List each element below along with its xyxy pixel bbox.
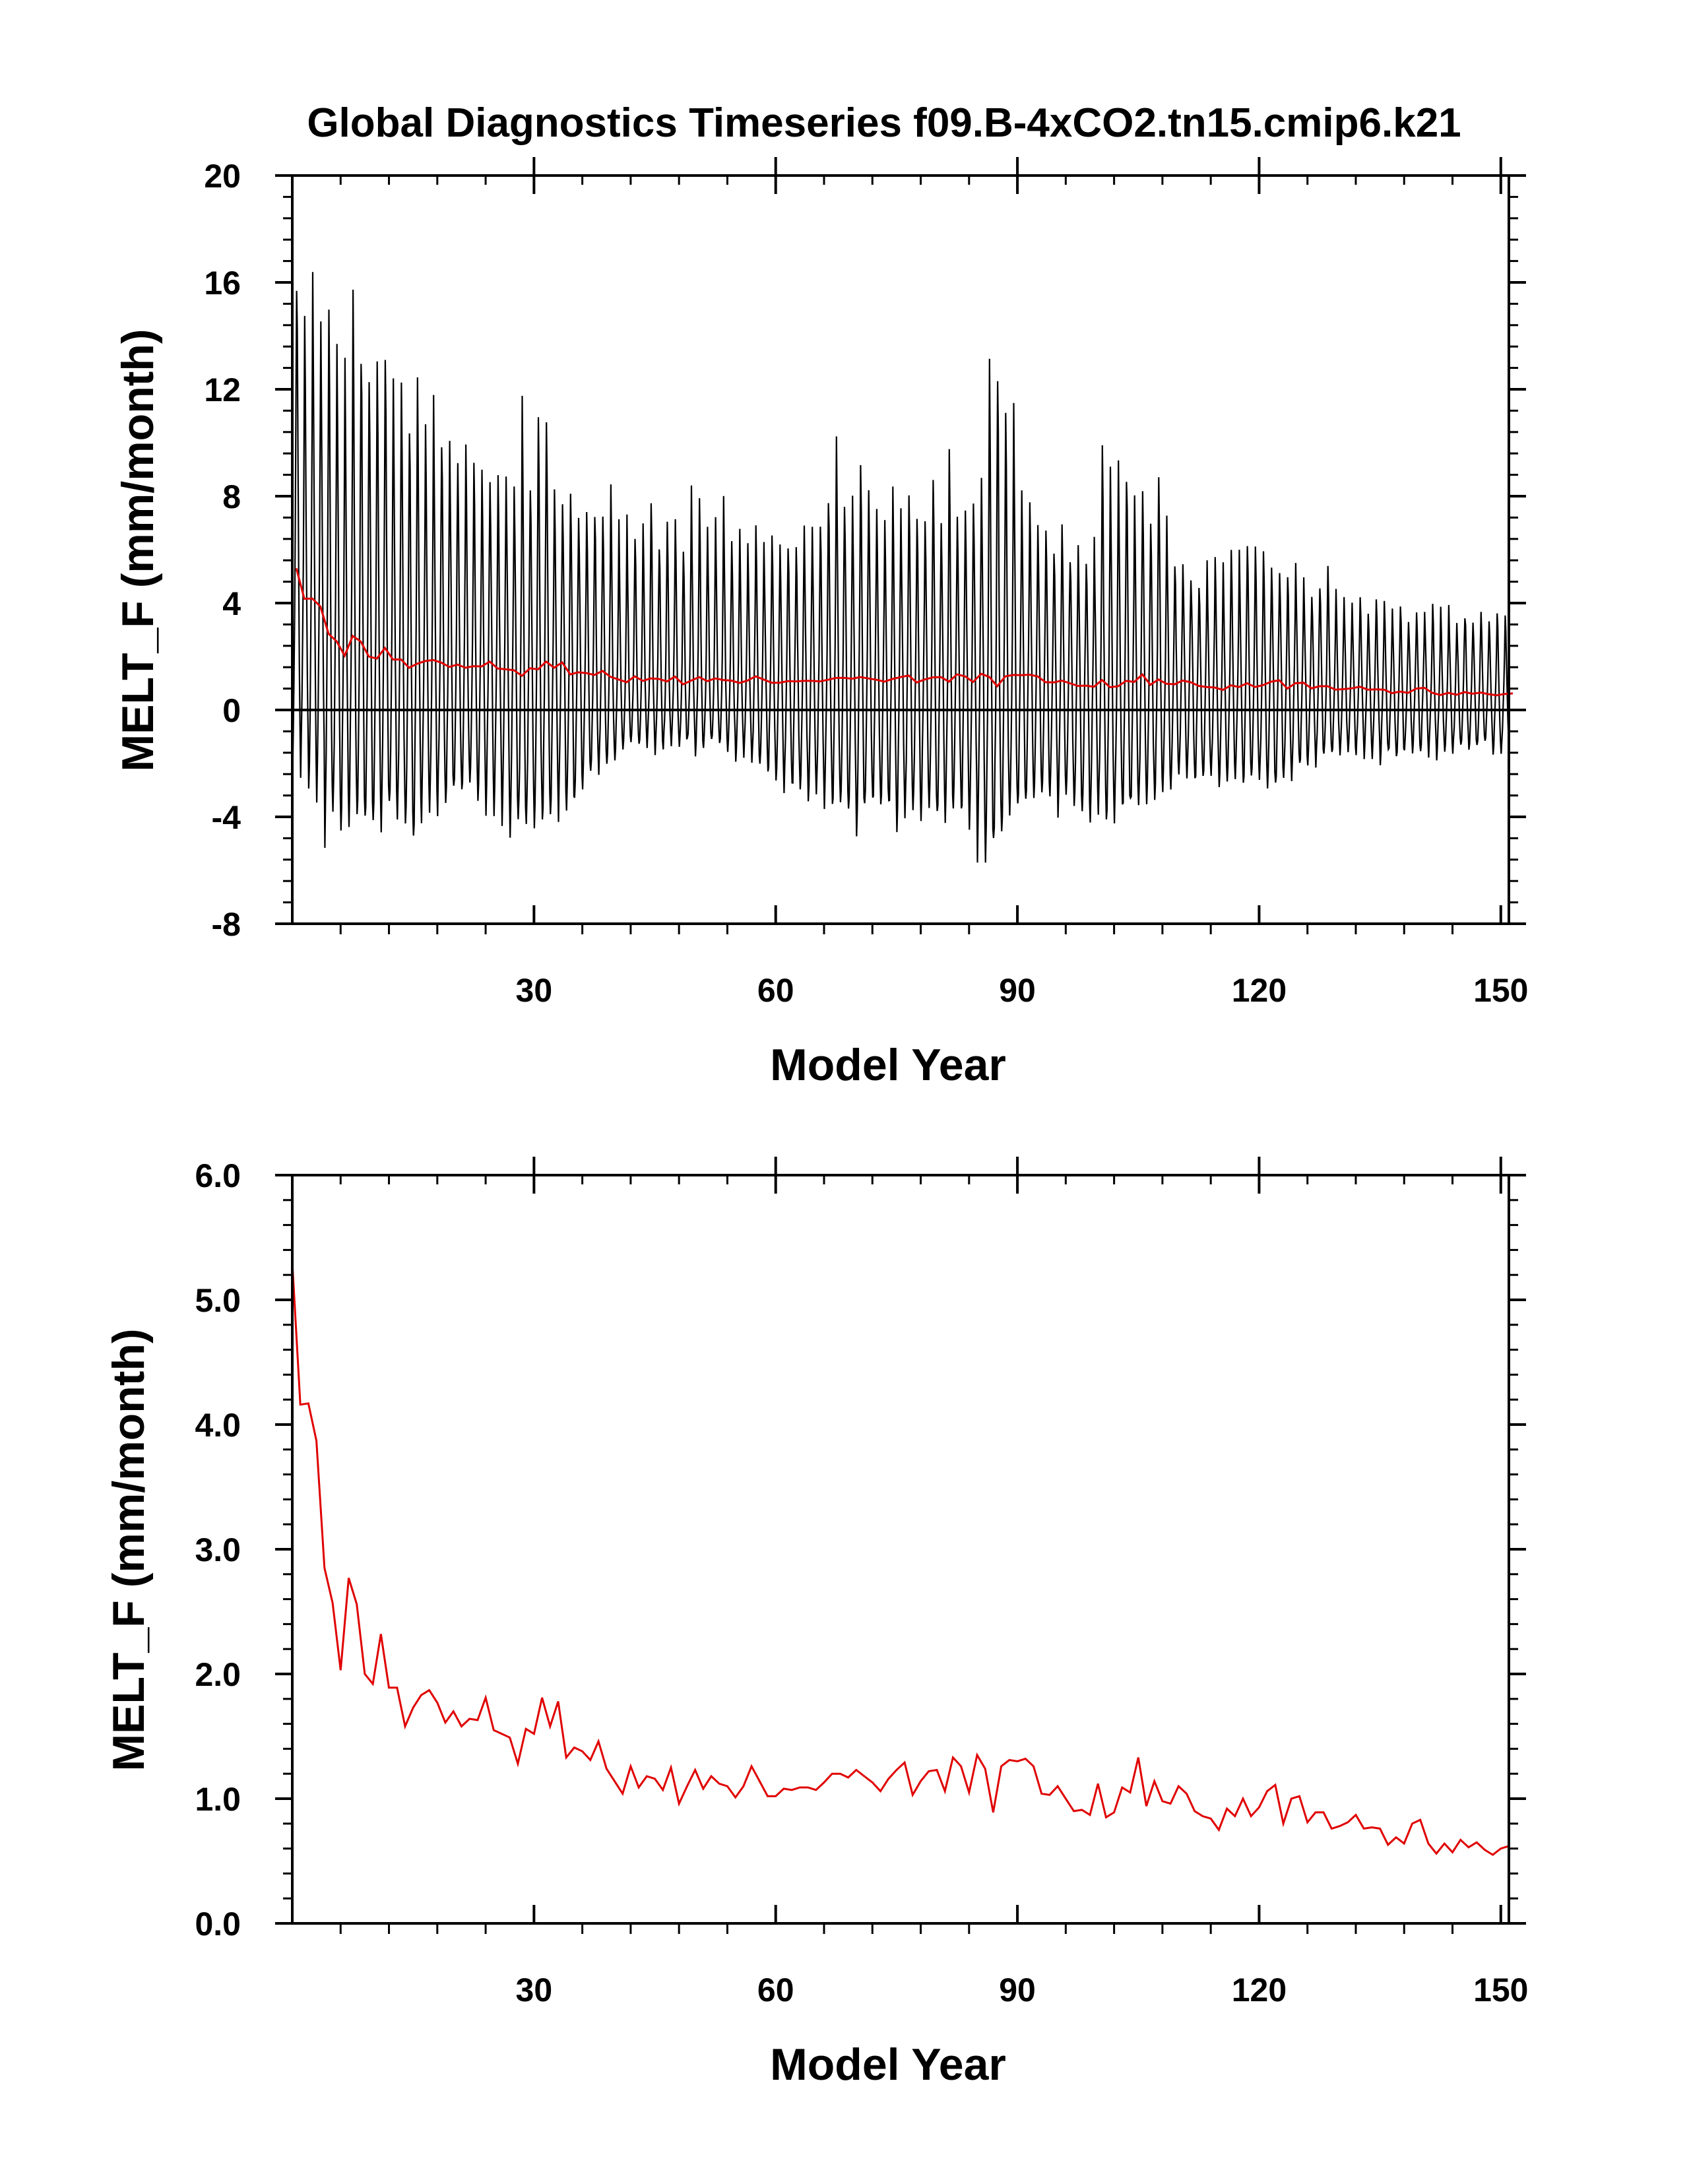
top-y-tick-label: 0 [222,692,241,729]
top-y-axis-label: MELT_F (mm/month) [113,329,163,771]
bottom-y-tick-label: 5.0 [195,1282,241,1319]
top-panel: 30 60 90 120 150 -8 -4 0 4 8 12 16 20 Model Year MEL… [113,157,1529,1090]
top-y-tick-label: 20 [204,158,241,195]
bottom-y-tick-label: 3.0 [195,1531,241,1568]
top-annual-mean-line [295,567,1514,697]
top-x-tick-label: 150 [1473,972,1528,1009]
top-y-tick-label: -8 [212,906,241,943]
top-x-tick-label: 60 [757,972,794,1009]
top-y-tick-label: -4 [212,799,241,836]
top-y-tick-label: 8 [222,478,241,515]
top-axes: 30 60 90 120 150 -8 -4 0 4 8 12 16 20 [204,157,1529,1009]
bottom-axes: 30 60 90 120 150 0.0 1.0 2.0 3.0 4.0 5.0 6.0 [195,1157,1529,2008]
top-x-axis-label: Model Year [770,1040,1006,1090]
figure-title: Global Diagnostics Timeseries f09.B-4xCO… [307,100,1461,146]
bottom-x-tick-label: 120 [1232,1972,1287,2008]
bottom-x-tick-label: 90 [999,1972,1036,2008]
bottom-x-axis-label: Model Year [770,2039,1006,2090]
top-x-tick-label: 90 [999,972,1036,1009]
bottom-x-tick-label: 60 [757,1972,794,2008]
bottom-y-tick-label: 6.0 [195,1157,241,1194]
bottom-x-tick-label: 30 [516,1972,553,2008]
top-y-tick-label: 12 [204,371,241,408]
top-monthly-series-line [292,272,1510,863]
top-plot-frame [291,174,1510,925]
top-x-tick-label: 30 [516,972,553,1009]
top-y-tick-label: 16 [204,265,241,302]
bottom-y-tick-label: 1.0 [195,1781,241,1818]
bottom-y-tick-label: 4.0 [195,1407,241,1444]
bottom-y-tick-label: 2.0 [195,1656,241,1693]
top-x-tick-label: 120 [1232,972,1287,1009]
bottom-y-tick-label: 0.0 [195,1906,241,1943]
bottom-annual-mean-line [291,1262,1510,1856]
bottom-y-axis-label: MELT_F (mm/month) [104,1328,154,1771]
bottom-x-tick-label: 150 [1473,1972,1528,2008]
top-plot-area [292,272,1514,863]
bottom-panel: 30 60 90 120 150 0.0 1.0 2.0 3.0 4.0 5.0 6.0 Model … [104,1157,1529,2090]
top-y-tick-label: 4 [222,585,241,622]
